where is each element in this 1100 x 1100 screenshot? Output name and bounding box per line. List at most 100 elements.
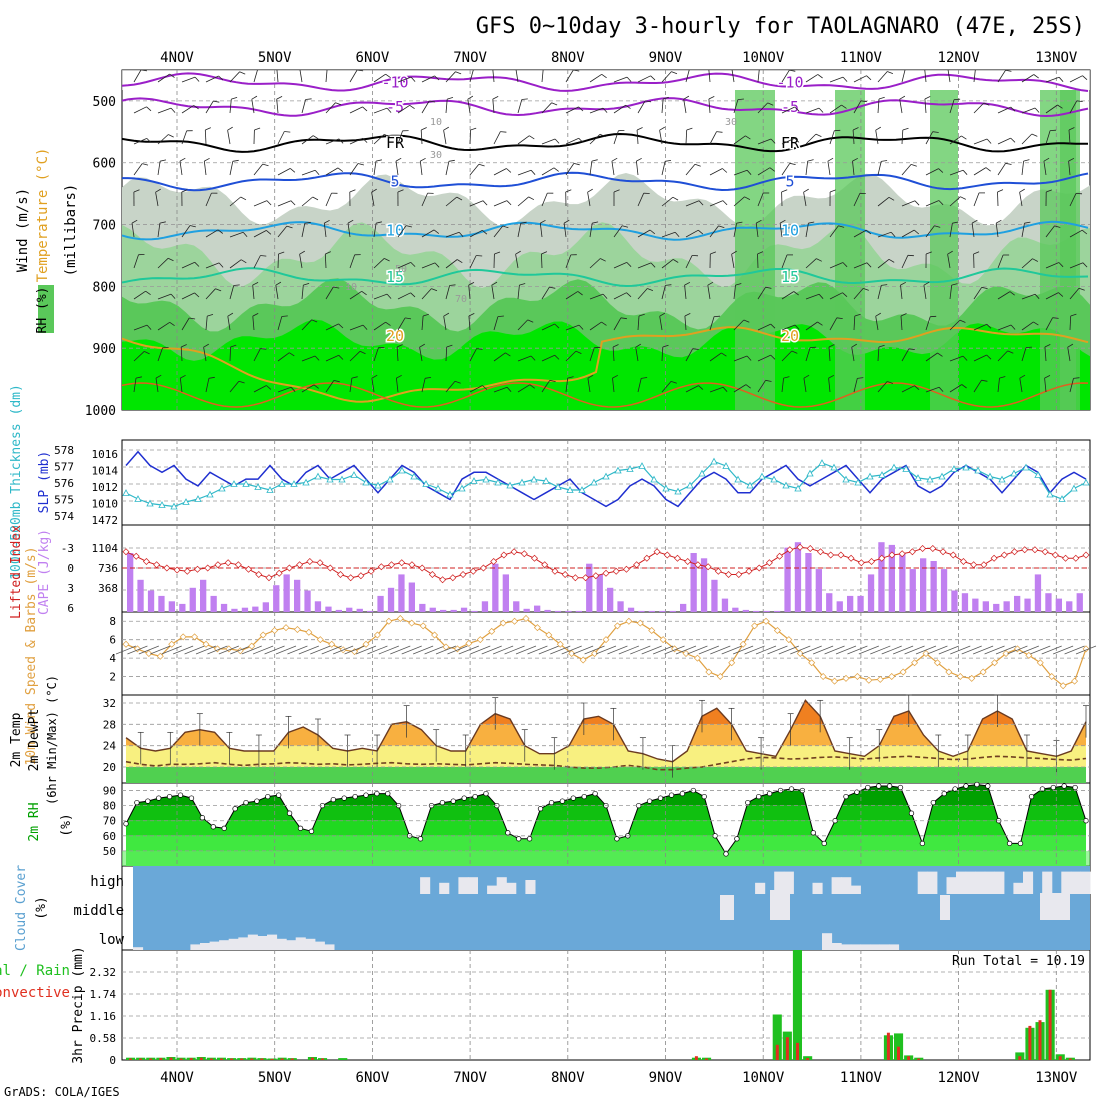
li-point [949,551,957,559]
wind-barb-flag [1058,262,1064,268]
wind-barb-flag [938,386,944,392]
wind-speed-point [1048,673,1056,681]
wind-barb [1068,129,1071,145]
wind-barb-flag [299,250,306,255]
wind-barb [421,75,435,83]
cape-bar [617,601,624,612]
day-label-7nov: 7NOV [453,50,487,66]
wind-barb [613,225,623,238]
wind-barb [1064,645,1085,655]
wind-barb [229,99,232,114]
wind-barb-flag [757,251,764,255]
day-label-13nov: 13NOV [1035,50,1078,66]
thickness-point [686,481,694,489]
wind-barb-flag [305,98,312,100]
wind-barb [541,70,544,83]
wind-barb [687,645,708,655]
thickness-point [806,469,814,477]
wind-barb-flag [300,65,305,68]
wind-barb [661,346,664,362]
rh-point [145,798,151,804]
wind-barb [995,645,1017,655]
isotherm-label: -10 [381,73,408,91]
wind-barb-flag [770,138,776,144]
li-point [612,567,620,575]
wind-barb [698,645,719,655]
thickness-point [410,472,418,480]
wind-barb [541,253,543,269]
wind-barb [349,290,362,300]
slp-labels: 1000-500mb Thickness (dm) SLP (mb) [9,384,52,580]
wind-barb-flag [971,219,978,224]
precip-conv-bar [270,1058,274,1060]
wind-speed-point [751,622,759,630]
rh-point [1050,784,1056,791]
wind-barb [685,164,696,176]
thickness-point [662,484,670,492]
thickness-point [1070,484,1078,492]
wind-barb-flag [146,106,152,112]
li-point [704,563,712,571]
rh-point [581,793,587,800]
cape-bar [377,595,384,612]
wind-barb-flag [146,324,152,330]
wind-barb [853,229,867,238]
wind-barb [325,380,335,393]
wind-barb-flag [710,251,717,255]
rh-point [701,793,707,800]
rh-point [810,830,816,836]
wind-barb-flag [314,169,320,175]
li-point [265,574,273,582]
wind-barb-flag [808,221,815,224]
cape-bar [220,603,228,612]
wind-barb [847,645,868,655]
day-label-6nov: 6NOV [356,50,390,66]
cape-bar [565,610,572,612]
wind-barb [1021,133,1033,145]
wind-barb-flag [260,348,267,350]
wind-barb-flag [674,231,680,237]
wind-barb [1069,288,1080,300]
wind-barb [301,355,316,362]
wind-barb [924,70,927,83]
wind-barb-flag [454,380,461,384]
wind-barb-flag [144,351,150,355]
cloud-bar [869,944,880,950]
wind-barb [397,317,406,331]
cloud-middle-bar [940,895,950,920]
day-labels-top: 4NOV 5NOV 6NOV 7NOV 8NOV 9NOV 10NOV 11NOV 12NOV 1… [160,50,1078,66]
wind-barb [971,223,975,238]
cape-bar [867,574,875,612]
wind-barb [541,167,555,176]
wind-barb-flag [900,313,907,317]
wind-barb [973,354,987,362]
wind-barb [325,286,334,300]
wind-barb [805,107,820,114]
wind-barb [469,163,480,176]
wind-barb-flag [170,107,176,113]
wind-barb-flag [626,76,632,82]
isotherm-line [122,267,1089,288]
wind-barb-flag [491,281,498,286]
wind-barb [637,100,646,114]
cloud-bar [257,936,268,950]
li-point [408,561,416,569]
wind-barb-flag [803,188,809,193]
wind-barb-flag [447,97,454,100]
panel-frame [121,611,1091,696]
wind-barb [133,254,139,269]
wind-speed-point [122,640,130,648]
wind-speed-point [1059,682,1067,690]
wind-barb [492,99,495,114]
cloud-bar [305,938,316,950]
wind-barb [419,161,423,176]
thickness-point [746,481,754,489]
precip-conv-bar [129,1058,132,1060]
precip-conv-bar [179,1058,183,1060]
wind-barb [835,645,857,655]
wind-barb [277,352,290,362]
wind-speed-point [236,647,244,655]
li-point [336,571,344,578]
wind-barb-flag [278,251,285,255]
